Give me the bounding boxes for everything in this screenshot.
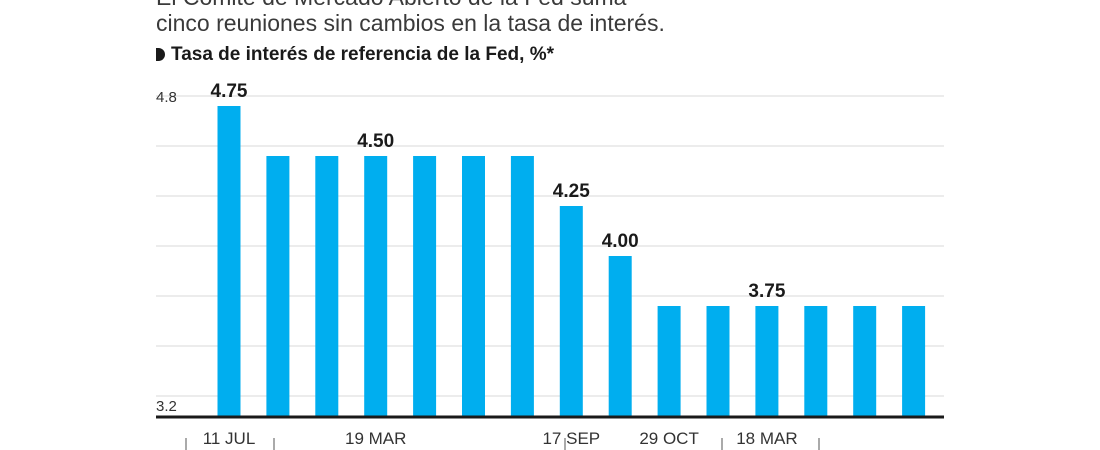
subtitle-marker-icon [156, 48, 165, 61]
bar [510, 156, 534, 416]
x-tick-label: 19 MAR [345, 429, 406, 448]
bar [755, 306, 779, 416]
bar [706, 306, 730, 416]
data-label: 4.00 [602, 231, 639, 252]
bar [902, 306, 926, 416]
y-tick-label: 3.2 [156, 398, 177, 415]
bar [804, 306, 828, 416]
bar [559, 206, 583, 416]
bar [853, 306, 877, 416]
y-tick-label: 4.8 [156, 89, 177, 106]
x-tick-label: 18 MAR [736, 429, 797, 448]
bar [413, 156, 437, 416]
data-label: 4.50 [357, 131, 394, 152]
x-tick-label: 11 JUL [203, 429, 256, 448]
intro-line-1: El Comité de Mercado Abierto de la Fed s… [156, 0, 626, 10]
x-tick-label: 29 OCT [639, 429, 699, 448]
data-label: 3.75 [748, 281, 785, 302]
chart-subtitle: Tasa de interés de referencia de la Fed,… [156, 44, 554, 66]
bar [217, 106, 241, 416]
bar [364, 156, 388, 416]
data-label: 4.75 [211, 81, 248, 102]
x-tick-label: 17 SEP [542, 429, 600, 448]
data-label: 4.25 [553, 181, 590, 202]
bar [266, 156, 290, 416]
chart-intro: El Comité de Mercado Abierto de la Fed s… [156, 0, 665, 36]
subtitle-text: Tasa de interés de referencia de la Fed,… [171, 44, 554, 65]
bar [315, 156, 339, 416]
intro-line-2: cinco reuniones sin cambios en la tasa d… [156, 10, 665, 36]
bar [657, 306, 681, 416]
bar [608, 256, 632, 416]
bar [462, 156, 485, 416]
